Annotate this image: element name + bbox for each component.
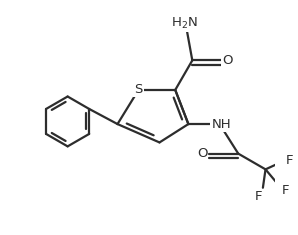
Text: NH: NH <box>211 118 231 131</box>
Text: O: O <box>223 54 233 67</box>
Text: H$_2$N: H$_2$N <box>171 16 198 31</box>
Text: S: S <box>134 83 143 96</box>
Text: O: O <box>197 147 207 160</box>
Text: F: F <box>255 190 263 204</box>
Text: F: F <box>281 184 289 197</box>
Text: F: F <box>285 154 293 167</box>
